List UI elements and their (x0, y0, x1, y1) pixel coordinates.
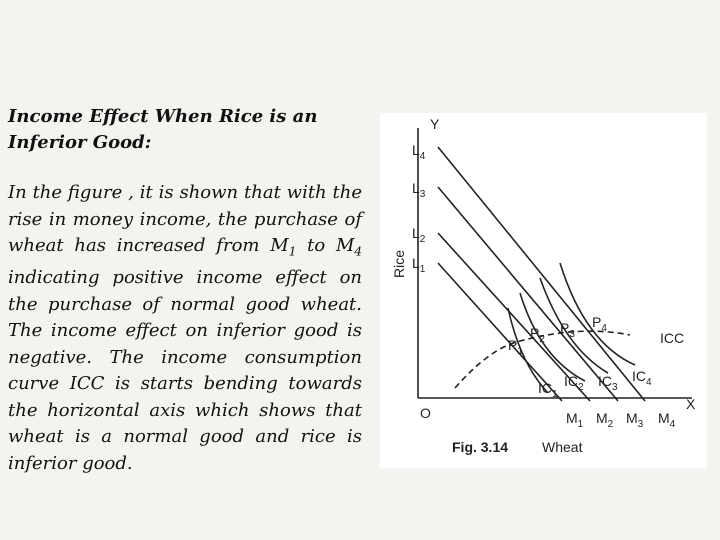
text-run: indicating positive income effect on the… (8, 267, 362, 474)
figure-bg (380, 113, 707, 468)
slide-paragraph: In the figure , it is shown that with th… (8, 180, 362, 477)
subscript: 2 (578, 382, 584, 393)
subscript: 2 (608, 419, 614, 430)
subscript: 4 (354, 244, 363, 259)
y-title: Rice (391, 250, 407, 278)
text-run: M (335, 235, 355, 256)
subscript: 3 (420, 189, 426, 200)
x-title: Wheat (542, 439, 583, 455)
subscript: 1 (552, 389, 558, 400)
subscript: 2 (420, 234, 426, 245)
subscript: 3 (612, 382, 618, 393)
subscript: 2 (539, 334, 545, 345)
subscript: 1 (517, 346, 523, 357)
subscript: 4 (601, 323, 607, 334)
subscript: 1 (288, 244, 297, 259)
x-axis-label: X (686, 396, 696, 412)
subscript: 3 (569, 329, 575, 340)
y-axis-label: Y (430, 116, 440, 132)
slide-title: Income Effect When Rice is an Inferior G… (8, 106, 318, 153)
diagram (417, 128, 692, 402)
origin-label: O (420, 405, 431, 421)
subscript: 1 (420, 264, 426, 275)
subscript: 1 (578, 419, 584, 430)
text-run: M (270, 235, 289, 256)
text-run: to (296, 235, 336, 256)
subscript: 3 (638, 419, 644, 430)
subscript: 4 (646, 377, 652, 388)
text-run: In the figure , it is shown that with th… (8, 182, 362, 256)
caption: Fig. 3.14 (452, 439, 508, 455)
subscript: 4 (670, 419, 676, 430)
subscript: 4 (420, 151, 426, 162)
icc-label: ICC (660, 330, 684, 346)
